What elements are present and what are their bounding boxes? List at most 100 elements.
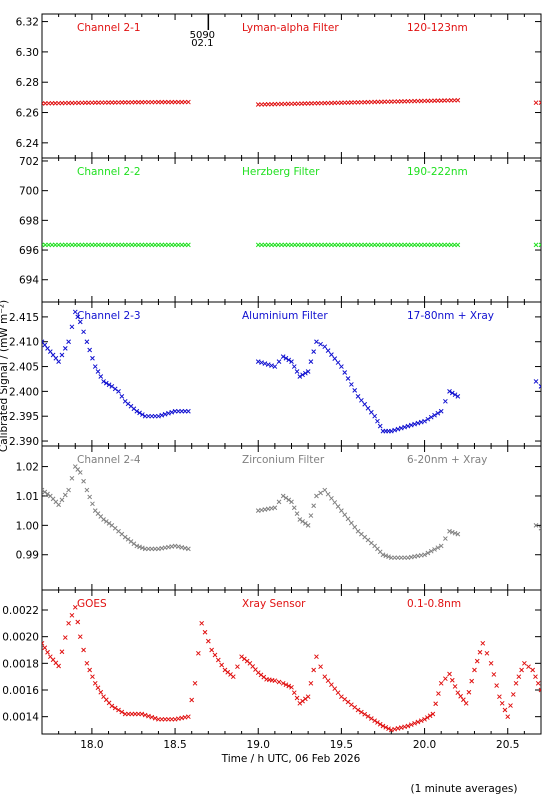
data-point [152, 715, 158, 721]
data-point [112, 386, 118, 392]
data-point [109, 703, 115, 709]
data-point [365, 714, 371, 719]
data-point [308, 359, 314, 364]
data-point [494, 683, 499, 688]
data-point [538, 525, 541, 531]
data-point [430, 711, 436, 717]
data-point [472, 667, 477, 673]
data-point [449, 677, 455, 683]
data-point [432, 412, 437, 418]
data-point [535, 680, 541, 686]
data-point [276, 499, 282, 505]
data-point [491, 672, 497, 677]
data-point [305, 694, 311, 700]
x-tick-label: 20.5 [496, 739, 519, 751]
data-point [332, 500, 338, 505]
data-point [466, 689, 472, 695]
channel-label: Channel 2-4 [77, 454, 141, 466]
y-tick-label: 6.32 [16, 17, 39, 29]
data-point [303, 521, 308, 526]
data-point [474, 658, 480, 664]
data-point [294, 511, 300, 516]
data-point [329, 682, 334, 688]
data-point [280, 493, 286, 499]
panel-2: 702 700 698 696 694 Channel 2-2 Herzberg Filte… [19, 156, 542, 303]
data-point [538, 687, 541, 693]
data-point [329, 352, 334, 357]
data-point [84, 339, 90, 345]
data-point [235, 664, 240, 670]
data-point [142, 712, 148, 718]
data-point [318, 341, 323, 347]
data-point [98, 374, 104, 379]
data-point [458, 693, 463, 699]
panel-frame [41, 589, 542, 735]
data-point [392, 726, 397, 732]
data-point [395, 726, 401, 731]
data-point [447, 671, 452, 677]
data-point [199, 620, 205, 626]
y-tick-label: 0.0022 [2, 605, 39, 617]
data-point [345, 516, 351, 522]
data-point [461, 697, 466, 703]
data-point [497, 694, 502, 700]
data-point [314, 493, 319, 499]
data-point [383, 724, 389, 730]
y-tick-label: 1.00 [16, 520, 39, 532]
y-tick-label: 0.0014 [2, 712, 39, 724]
data-point [283, 495, 289, 501]
data-point [325, 348, 331, 354]
data-point [533, 100, 539, 106]
data-point [538, 242, 541, 248]
data-point [368, 716, 374, 721]
data-series [42, 309, 541, 434]
data-point [179, 545, 185, 550]
data-point [59, 649, 65, 655]
data-point [311, 349, 317, 355]
data-point [438, 680, 444, 686]
data-point [42, 645, 48, 651]
data-point [294, 695, 300, 701]
data-point [425, 416, 431, 422]
data-point [77, 634, 83, 640]
x-tick-label: 19.0 [247, 739, 270, 751]
data-point [402, 424, 407, 430]
data-point [276, 359, 282, 364]
data-point [219, 662, 224, 668]
y-tick-label: 2.405 [9, 362, 39, 374]
data-point [398, 725, 404, 730]
data-point [533, 522, 539, 528]
data-point [311, 667, 317, 673]
data-point [66, 620, 71, 626]
data-point [109, 384, 115, 389]
data-point [134, 543, 140, 549]
data-point [332, 686, 338, 692]
data-point [480, 640, 486, 646]
data-point [342, 370, 348, 375]
data-point [81, 329, 86, 335]
data-point [262, 361, 268, 366]
data-point [332, 356, 338, 361]
data-point [125, 536, 131, 542]
y-tick-label: 702 [19, 156, 39, 168]
data-point [192, 680, 198, 686]
data-point [162, 411, 168, 417]
x-axis-label: Time / h UTC, 06 Feb 2026 [221, 753, 361, 765]
data-point [443, 536, 448, 541]
y-tick-label: 696 [19, 245, 39, 257]
y-tick-label: 2.415 [9, 312, 39, 324]
data-point [140, 545, 145, 551]
data-point [81, 478, 86, 484]
data-point [408, 722, 414, 728]
data-point [255, 359, 261, 364]
data-point [435, 545, 441, 551]
y-tick-label: 0.0016 [2, 685, 39, 697]
data-point [325, 678, 331, 684]
data-point [447, 528, 452, 534]
data-point [455, 393, 461, 399]
data-point [166, 410, 171, 416]
data-point [182, 545, 188, 551]
data-point [283, 682, 289, 688]
data-point [286, 683, 292, 689]
data-point [412, 421, 417, 427]
